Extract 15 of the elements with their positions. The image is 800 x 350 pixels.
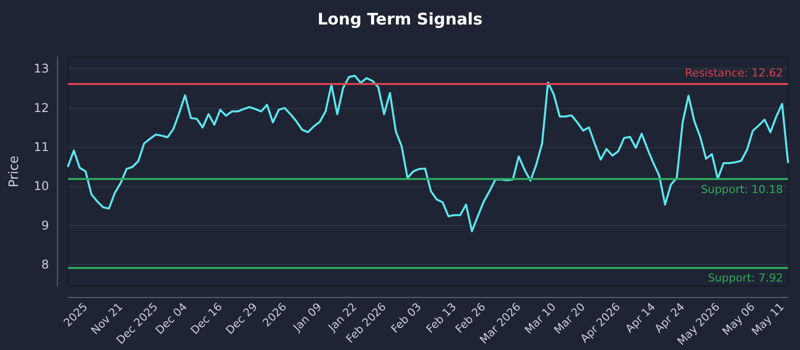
y-tick-label: 11 [34,140,49,154]
y-axis-title: Price [7,156,22,188]
y-tick-label: 13 [34,62,49,76]
ref-line-label: Support: 10.18 [700,183,783,196]
x-tick-label: Feb 03 [388,300,424,336]
ref-line-label: Resistance: 12.62 [685,66,783,80]
x-tick-label: Dec 16 [188,300,225,337]
chart-title: Long Term Signals [317,10,483,28]
y-tick-label: 10 [34,179,49,194]
ref-line-label: Support: 7.92 [708,272,783,285]
y-tick-label: 9 [41,218,49,232]
y-tick-label: 8 [41,257,49,272]
y-tick-label: 12 [34,100,49,115]
x-tick-label: Dec 29 [223,300,260,337]
x-tick-label: Jan 09 [290,300,324,335]
